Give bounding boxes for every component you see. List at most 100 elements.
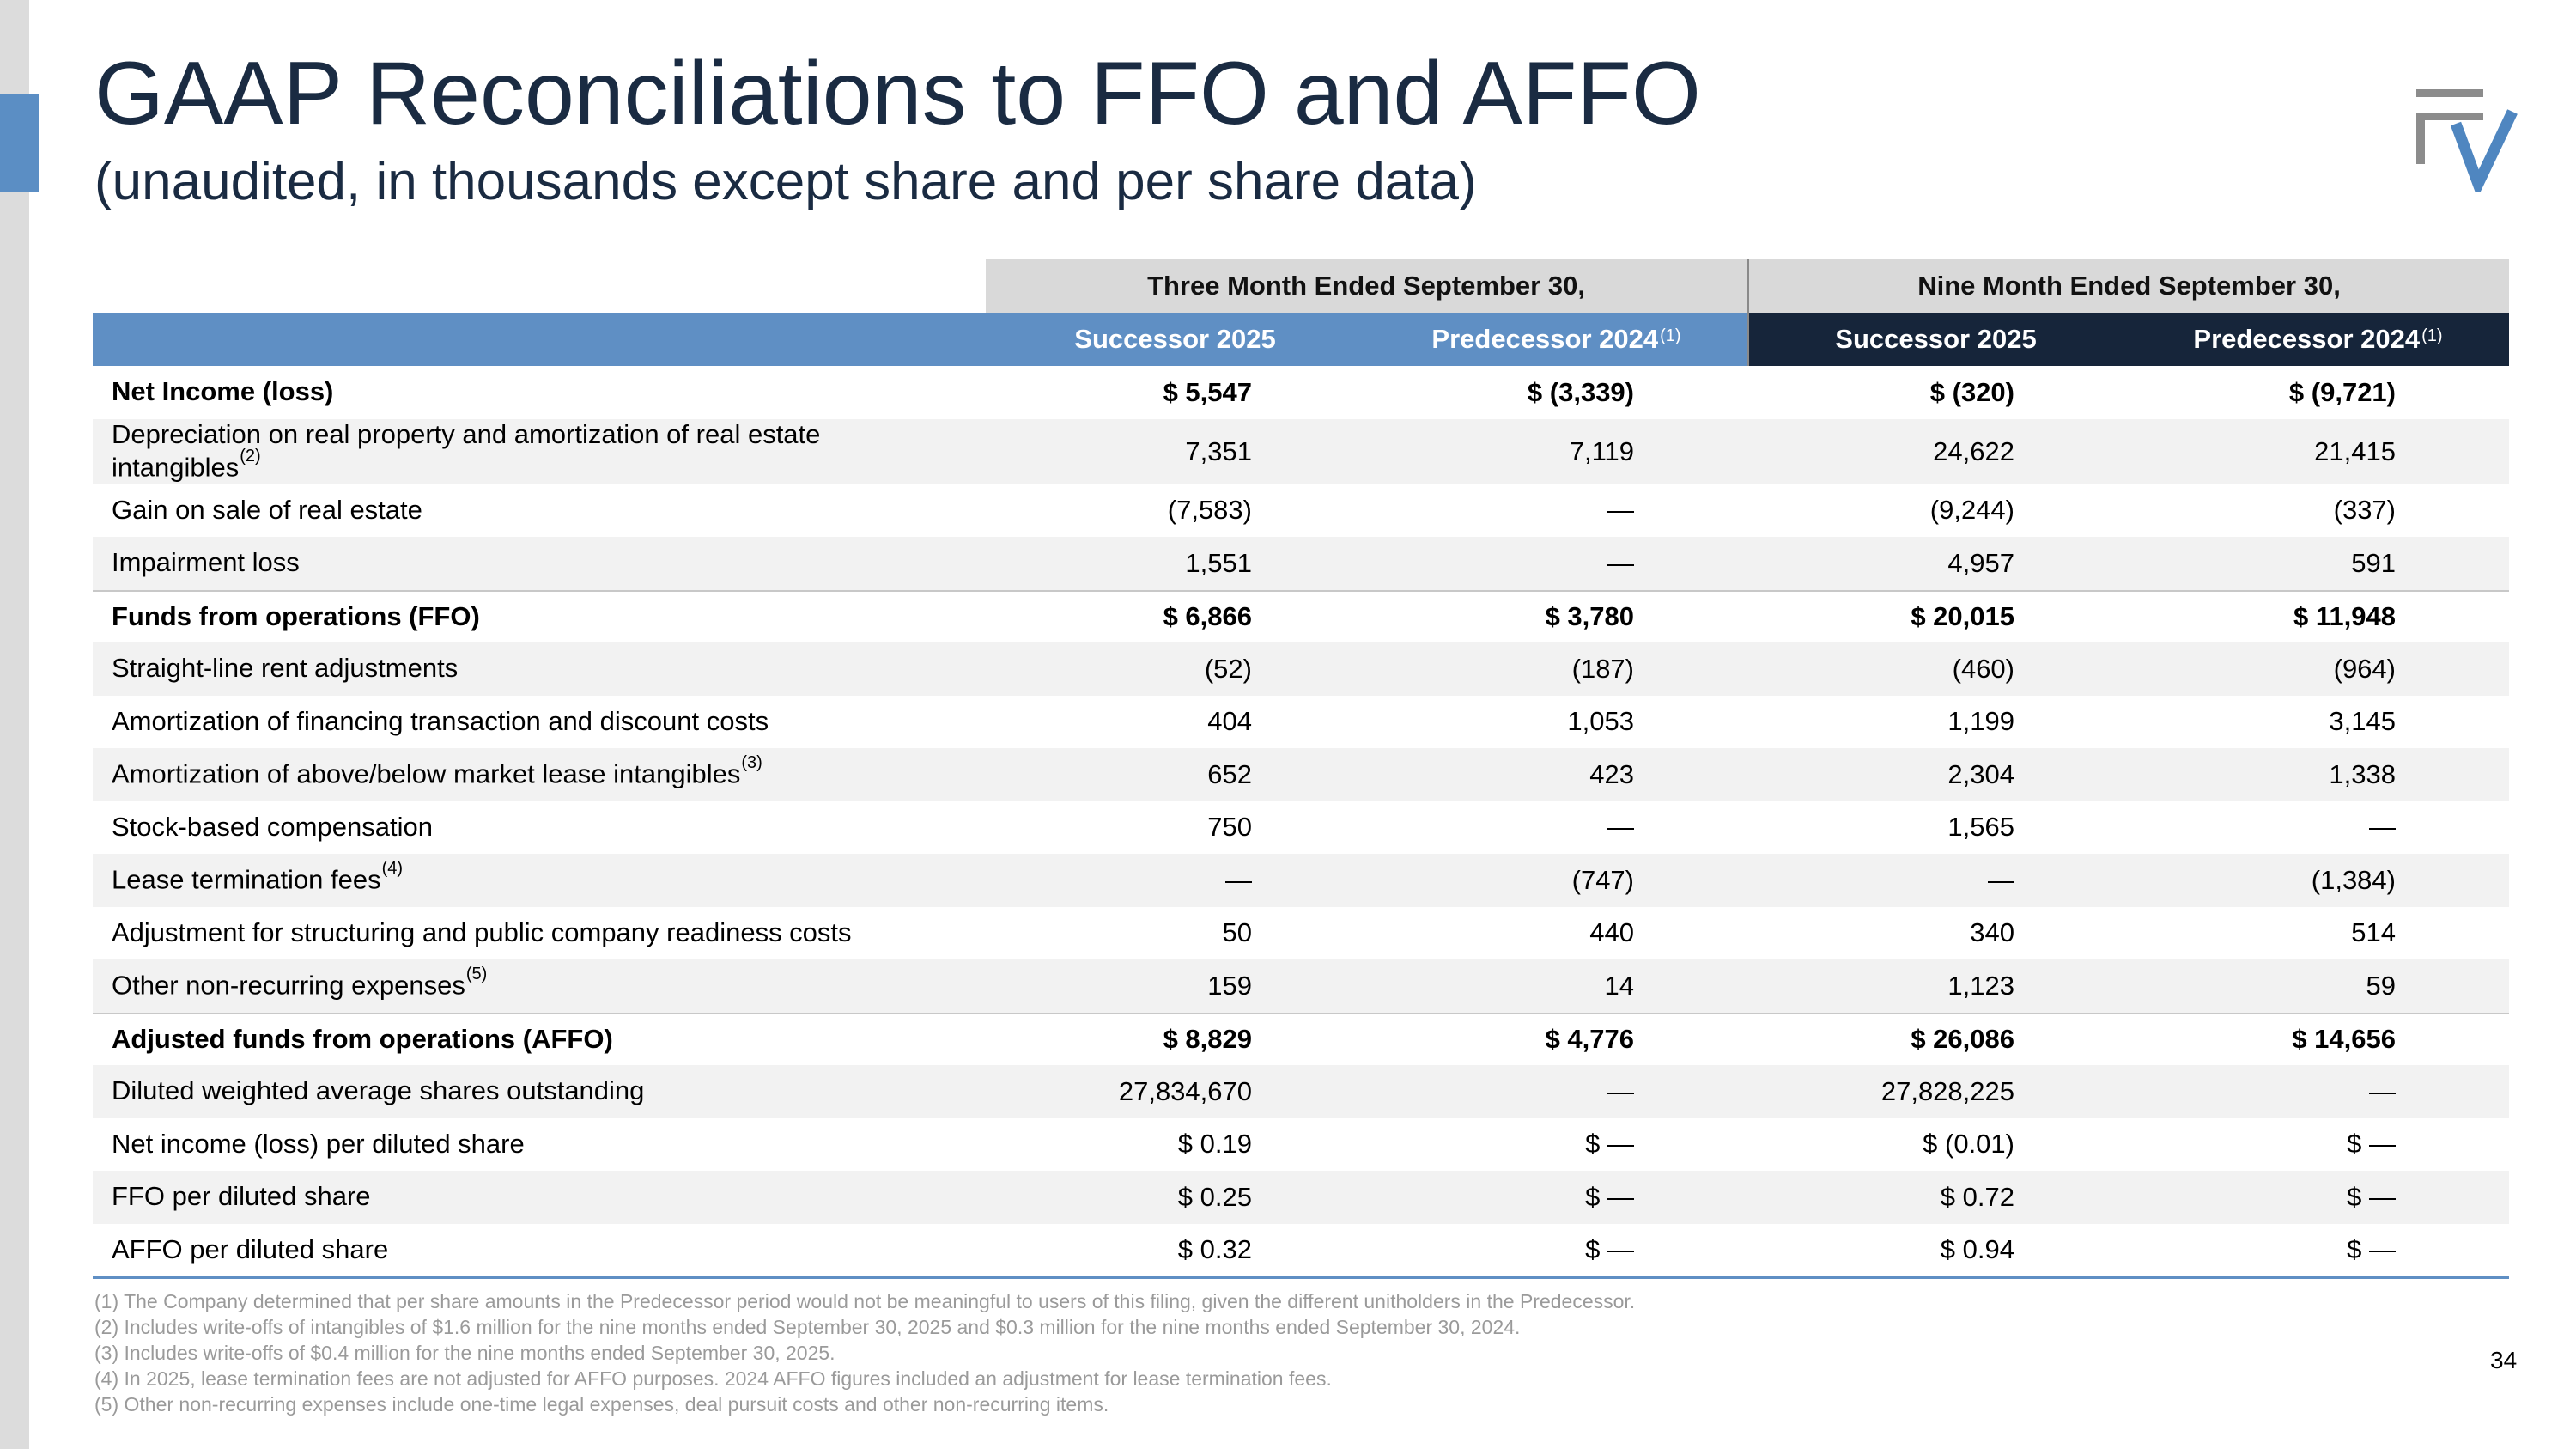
- row-label: Impairment loss: [112, 547, 300, 578]
- cell-value: $ 5,547: [1163, 376, 1252, 407]
- row-label: Adjustment for structuring and public co…: [112, 916, 852, 947]
- cell-value: —: [2369, 812, 2396, 843]
- cell-value: $ —: [2347, 1234, 2396, 1265]
- cell-value: 1,123: [1947, 970, 2014, 1001]
- table-row: Depreciation on real property and amorti…: [93, 418, 2509, 484]
- cell-value: 1,551: [1185, 547, 1252, 578]
- cell-value: 750: [1207, 812, 1252, 843]
- cell-value: $ —: [2347, 1181, 2396, 1212]
- cell-value: (187): [1571, 653, 1634, 684]
- table-row: Funds from operations (FFO) $ 6,866 $ 3,…: [93, 589, 2509, 643]
- left-accent-bar: [0, 94, 39, 192]
- row-label: Lease termination fees(4): [112, 859, 404, 895]
- cell-value: 652: [1207, 758, 1252, 789]
- cell-value: —: [1988, 864, 2014, 895]
- cell-value: (1,384): [2311, 864, 2396, 895]
- reconciliation-table: Three Month Ended September 30, Nine Mon…: [93, 259, 2509, 1279]
- footnote: (1) The Company determined that per shar…: [94, 1290, 1636, 1312]
- footnote: (2) Includes write-offs of intangibles o…: [94, 1316, 1521, 1338]
- table-row: Straight-line rent adjustments (52) (187…: [93, 642, 2509, 696]
- cell-value: 340: [1970, 917, 2014, 948]
- cell-value: 3,145: [2329, 706, 2396, 737]
- cell-value: 440: [1589, 917, 1634, 948]
- row-label: Diluted weighted average shares outstand…: [112, 1075, 645, 1106]
- row-label: Adjusted funds from operations (AFFO): [112, 1023, 613, 1054]
- table-row: Gain on sale of real estate (7,583) — (9…: [93, 484, 2509, 538]
- cell-value: —: [1607, 547, 1634, 578]
- cell-value: (964): [2333, 653, 2396, 684]
- table-row: FFO per diluted share $ 0.25 $ — $ 0.72 …: [93, 1171, 2509, 1224]
- fv-logo-icon: [2416, 89, 2518, 192]
- footnote: (5) Other non-recurring expenses include…: [94, 1393, 1109, 1416]
- cell-value: 1,199: [1947, 706, 2014, 737]
- table-row: Other non-recurring expenses(5) 159 14 1…: [93, 959, 2509, 1013]
- cell-value: 159: [1207, 970, 1252, 1001]
- cell-value: $ (320): [1929, 376, 2014, 407]
- cell-value: 14: [1604, 970, 1634, 1001]
- cell-value: 423: [1589, 758, 1634, 789]
- table-row: Adjusted funds from operations (AFFO) $ …: [93, 1012, 2509, 1066]
- column-header-row: Successor 2025 Predecessor 2024 (1) Succe…: [93, 313, 2509, 366]
- table-row: Adjustment for structuring and public co…: [93, 907, 2509, 960]
- cell-value: $ 0.25: [1177, 1181, 1252, 1212]
- table-bottom-rule: [93, 1276, 2509, 1279]
- cell-value: 27,834,670: [1118, 1075, 1252, 1106]
- cell-value: 1,053: [1567, 706, 1634, 737]
- cell-value: $ —: [1585, 1129, 1634, 1160]
- row-label: FFO per diluted share: [112, 1181, 371, 1212]
- page-title: GAAP Reconciliations to FFO and AFFO: [94, 44, 1701, 143]
- left-edge-strip: [0, 0, 29, 1449]
- cell-value: $ 11,948: [2293, 601, 2396, 632]
- cell-value: $ 20,015: [1911, 601, 2014, 632]
- table-row: Diluted weighted average shares outstand…: [93, 1065, 2509, 1118]
- cell-value: $ 0.19: [1177, 1129, 1252, 1160]
- page-subtitle: (unaudited, in thousands except share an…: [94, 152, 1477, 211]
- cell-value: 21,415: [2314, 435, 2396, 466]
- cell-value: (9,244): [1929, 495, 2014, 526]
- row-label: Amortization of above/below market lease…: [112, 753, 762, 789]
- row-label: Net income (loss) per diluted share: [112, 1128, 525, 1159]
- table-row: Stock-based compensation 750 — 1,565 —: [93, 801, 2509, 855]
- table-row: Net income (loss) per diluted share $ 0.…: [93, 1118, 2509, 1172]
- cell-value: 1,565: [1947, 812, 2014, 843]
- row-label: Net Income (loss): [112, 376, 334, 407]
- cell-value: 514: [2351, 917, 2396, 948]
- cell-value: $ (0.01): [1923, 1129, 2014, 1160]
- table-row: Impairment loss 1,551 — 4,957 591: [93, 537, 2509, 590]
- row-label: Stock-based compensation: [112, 811, 433, 842]
- cell-value: $ —: [1585, 1234, 1634, 1265]
- cell-value: $ 4,776: [1545, 1024, 1634, 1055]
- cell-value: 27,828,225: [1880, 1075, 2014, 1106]
- cell-value: $ 0.94: [1940, 1234, 2014, 1265]
- column-header: Successor 2025: [1074, 324, 1276, 354]
- cell-value: 7,351: [1185, 435, 1252, 466]
- column-header: Predecessor 2024 (1): [1431, 324, 1681, 354]
- cell-value: (747): [1571, 864, 1634, 895]
- table-row: AFFO per diluted share $ 0.32 $ — $ 0.94…: [93, 1224, 2509, 1277]
- footnote: (4) In 2025, lease termination fees are …: [94, 1367, 1332, 1390]
- cell-value: 50: [1222, 917, 1252, 948]
- cell-value: $ 14,656: [2292, 1024, 2396, 1055]
- footnote: (3) Includes write-offs of $0.4 million …: [94, 1342, 835, 1364]
- cell-value: (460): [1952, 653, 2014, 684]
- column-header: Predecessor 2024 (1): [2193, 324, 2443, 354]
- cell-value: (52): [1204, 653, 1252, 684]
- header-band-navy: [1747, 313, 2509, 366]
- cell-value: 404: [1207, 706, 1252, 737]
- page-number: 34: [2490, 1347, 2518, 1373]
- cell-value: $ 8,829: [1163, 1024, 1252, 1055]
- table-row: Amortization of above/below market lease…: [93, 748, 2509, 801]
- cell-value: $ 26,086: [1911, 1024, 2014, 1055]
- cell-value: —: [1607, 495, 1634, 526]
- cell-value: 59: [2366, 970, 2396, 1001]
- cell-value: (337): [2333, 495, 2396, 526]
- row-label: AFFO per diluted share: [112, 1233, 389, 1264]
- group-header-row: Three Month Ended September 30, Nine Mon…: [93, 259, 2509, 366]
- cell-value: —: [1607, 812, 1634, 843]
- row-label: Other non-recurring expenses(5): [112, 965, 488, 1001]
- group-header-nine-month: Nine Month Ended September 30,: [1749, 259, 2509, 313]
- cell-value: —: [2369, 1075, 2396, 1106]
- row-label: Amortization of financing transaction an…: [112, 705, 769, 736]
- table-row: Amortization of financing transaction an…: [93, 696, 2509, 749]
- cell-value: 1,338: [2329, 758, 2396, 789]
